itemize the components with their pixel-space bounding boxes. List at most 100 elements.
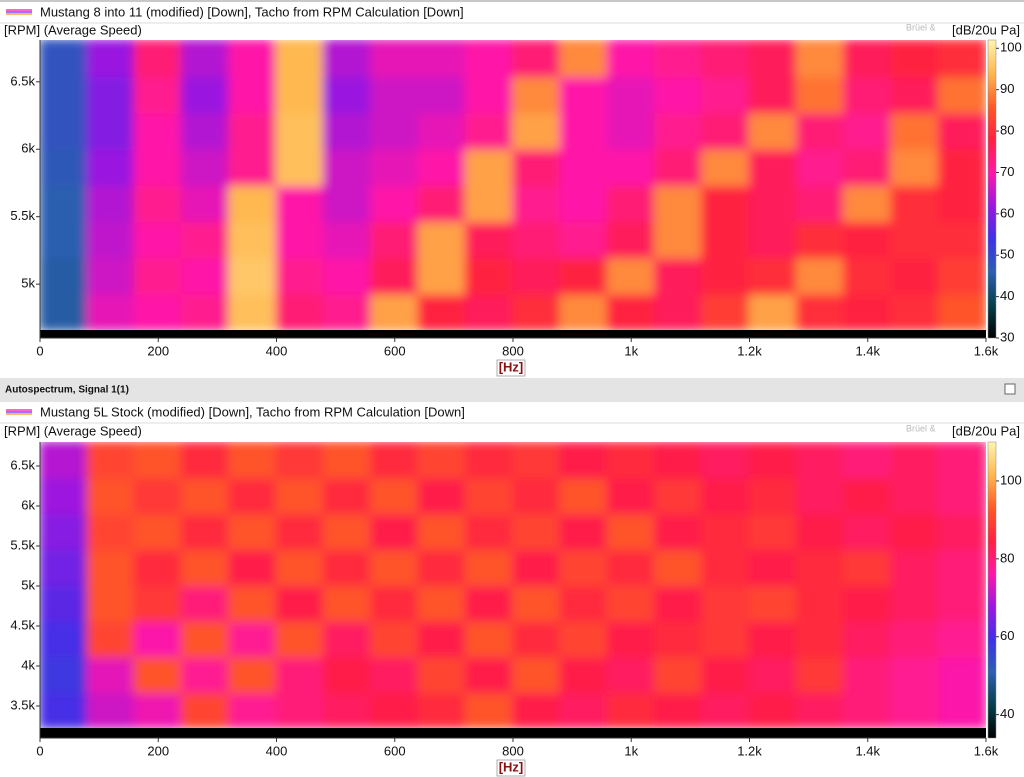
heatmap-cell: [417, 111, 467, 150]
heatmap-cell: [795, 691, 846, 728]
heatmap-cell: [559, 548, 609, 586]
heatmap-cell: [795, 147, 846, 186]
heatmap-cells: [40, 40, 986, 330]
heatmap-cell: [275, 220, 325, 259]
heatmap-cell: [748, 256, 798, 295]
heatmap-cell: [417, 220, 467, 259]
colorbar-tick-label: 40: [1000, 706, 1014, 721]
heatmap-cell: [701, 220, 751, 259]
heatmap-cell: [464, 256, 514, 295]
heatmap-cell: [228, 256, 278, 295]
x-axis-label-box: [496, 359, 526, 377]
heatmap-cell: [795, 619, 846, 658]
x-tick-label: 0: [36, 743, 43, 758]
heatmap-cell: [417, 584, 467, 622]
heatmap-cell: [890, 691, 940, 728]
heatmap-cell: [133, 655, 183, 694]
heatmap-cell: [890, 619, 940, 658]
heatmap-cell: [275, 40, 325, 78]
heatmap-cell: [653, 256, 704, 295]
heatmap-cell: [370, 476, 420, 515]
heatmap-cell: [890, 548, 940, 586]
heatmap-cell: [748, 292, 798, 330]
heatmap-cell: [890, 40, 940, 78]
heatmap-cell: [795, 256, 846, 295]
heatmap-cell: [40, 111, 89, 150]
heatmap-cell: [228, 75, 278, 114]
heatmap-cell: [228, 584, 278, 622]
heatmap-cell: [417, 292, 467, 330]
heatmap-cell: [701, 619, 751, 658]
heatmap-cell: [843, 184, 893, 223]
heatmap-cell: [701, 111, 751, 150]
heatmap-cell: [512, 691, 562, 728]
heatmap-cell: [512, 476, 562, 515]
colorbar-tick-label: 100: [1000, 472, 1022, 487]
heatmap-cell: [133, 691, 183, 728]
heatmap-cell: [843, 548, 893, 586]
heatmap-cell: [40, 40, 89, 78]
x-tick-label: 600: [384, 743, 406, 758]
heatmap-cell: [133, 111, 183, 150]
x-tick-label: 1.4k: [855, 743, 880, 758]
heatmap-cell: [180, 691, 231, 728]
maximize-button[interactable]: [1004, 383, 1016, 395]
heatmap-cell: [133, 75, 183, 114]
heatmap-cell: [275, 691, 325, 728]
window-bar: [0, 378, 1024, 402]
heatmap-cell: [464, 111, 514, 150]
heatmap-cell: [180, 40, 231, 78]
heatmap-cell: [795, 442, 846, 479]
heatmap-cell: [86, 619, 136, 658]
heatmap-cell: [180, 184, 231, 223]
heatmap-cell: [417, 147, 467, 186]
heatmap-cell: [606, 220, 656, 259]
heatmap-cell: [843, 75, 893, 114]
heatmap-cell: [937, 476, 986, 515]
heatmap-cell: [133, 40, 183, 78]
heatmap-cell: [795, 512, 846, 551]
heatmap-cell: [370, 292, 420, 330]
heatmap-cell: [86, 75, 136, 114]
heatmap-cell: [228, 147, 278, 186]
heatmap-cell: [180, 220, 231, 259]
y-tick-label: 6.5k: [10, 457, 35, 472]
x-tick-label: 600: [384, 343, 406, 358]
heatmap-cell: [180, 619, 231, 658]
heatmap-cell: [322, 442, 373, 479]
heatmap-cell: [559, 40, 609, 78]
heatmap-cells: [40, 442, 986, 728]
heatmap-cell: [322, 512, 373, 551]
heatmap-cell: [370, 548, 420, 586]
heatmap-cell: [370, 442, 420, 479]
heatmap-cell: [228, 220, 278, 259]
heatmap-cell: [937, 256, 986, 295]
heatmap-cell: [795, 292, 846, 330]
heatmap-cell: [86, 220, 136, 259]
heatmap-cell: [86, 442, 136, 479]
heatmap-cell: [653, 292, 704, 330]
heatmap-cell: [559, 619, 609, 658]
heatmap-cell: [133, 512, 183, 551]
heatmap-cell: [653, 40, 704, 78]
heatmap-cell: [701, 256, 751, 295]
heatmap-cell: [86, 512, 136, 551]
heatmap-cell: [606, 442, 656, 479]
heatmap-cell: [370, 619, 420, 658]
no-data-strip: [40, 330, 986, 338]
heatmap-cell: [370, 584, 420, 622]
heatmap-cell: [606, 40, 656, 78]
heatmap-cell: [40, 691, 89, 728]
heatmap-cell: [937, 548, 986, 586]
heatmap-cell: [275, 619, 325, 658]
x-tick-label: 1.6k: [974, 743, 999, 758]
heatmap-cell: [653, 442, 704, 479]
heatmap-cell: [843, 655, 893, 694]
heatmap-cell: [559, 111, 609, 150]
heatmap-cell: [937, 691, 986, 728]
heatmap-cell: [843, 220, 893, 259]
heatmap-cell: [653, 220, 704, 259]
heatmap-cell: [795, 584, 846, 622]
heatmap-cell: [370, 691, 420, 728]
heatmap-cell: [133, 619, 183, 658]
